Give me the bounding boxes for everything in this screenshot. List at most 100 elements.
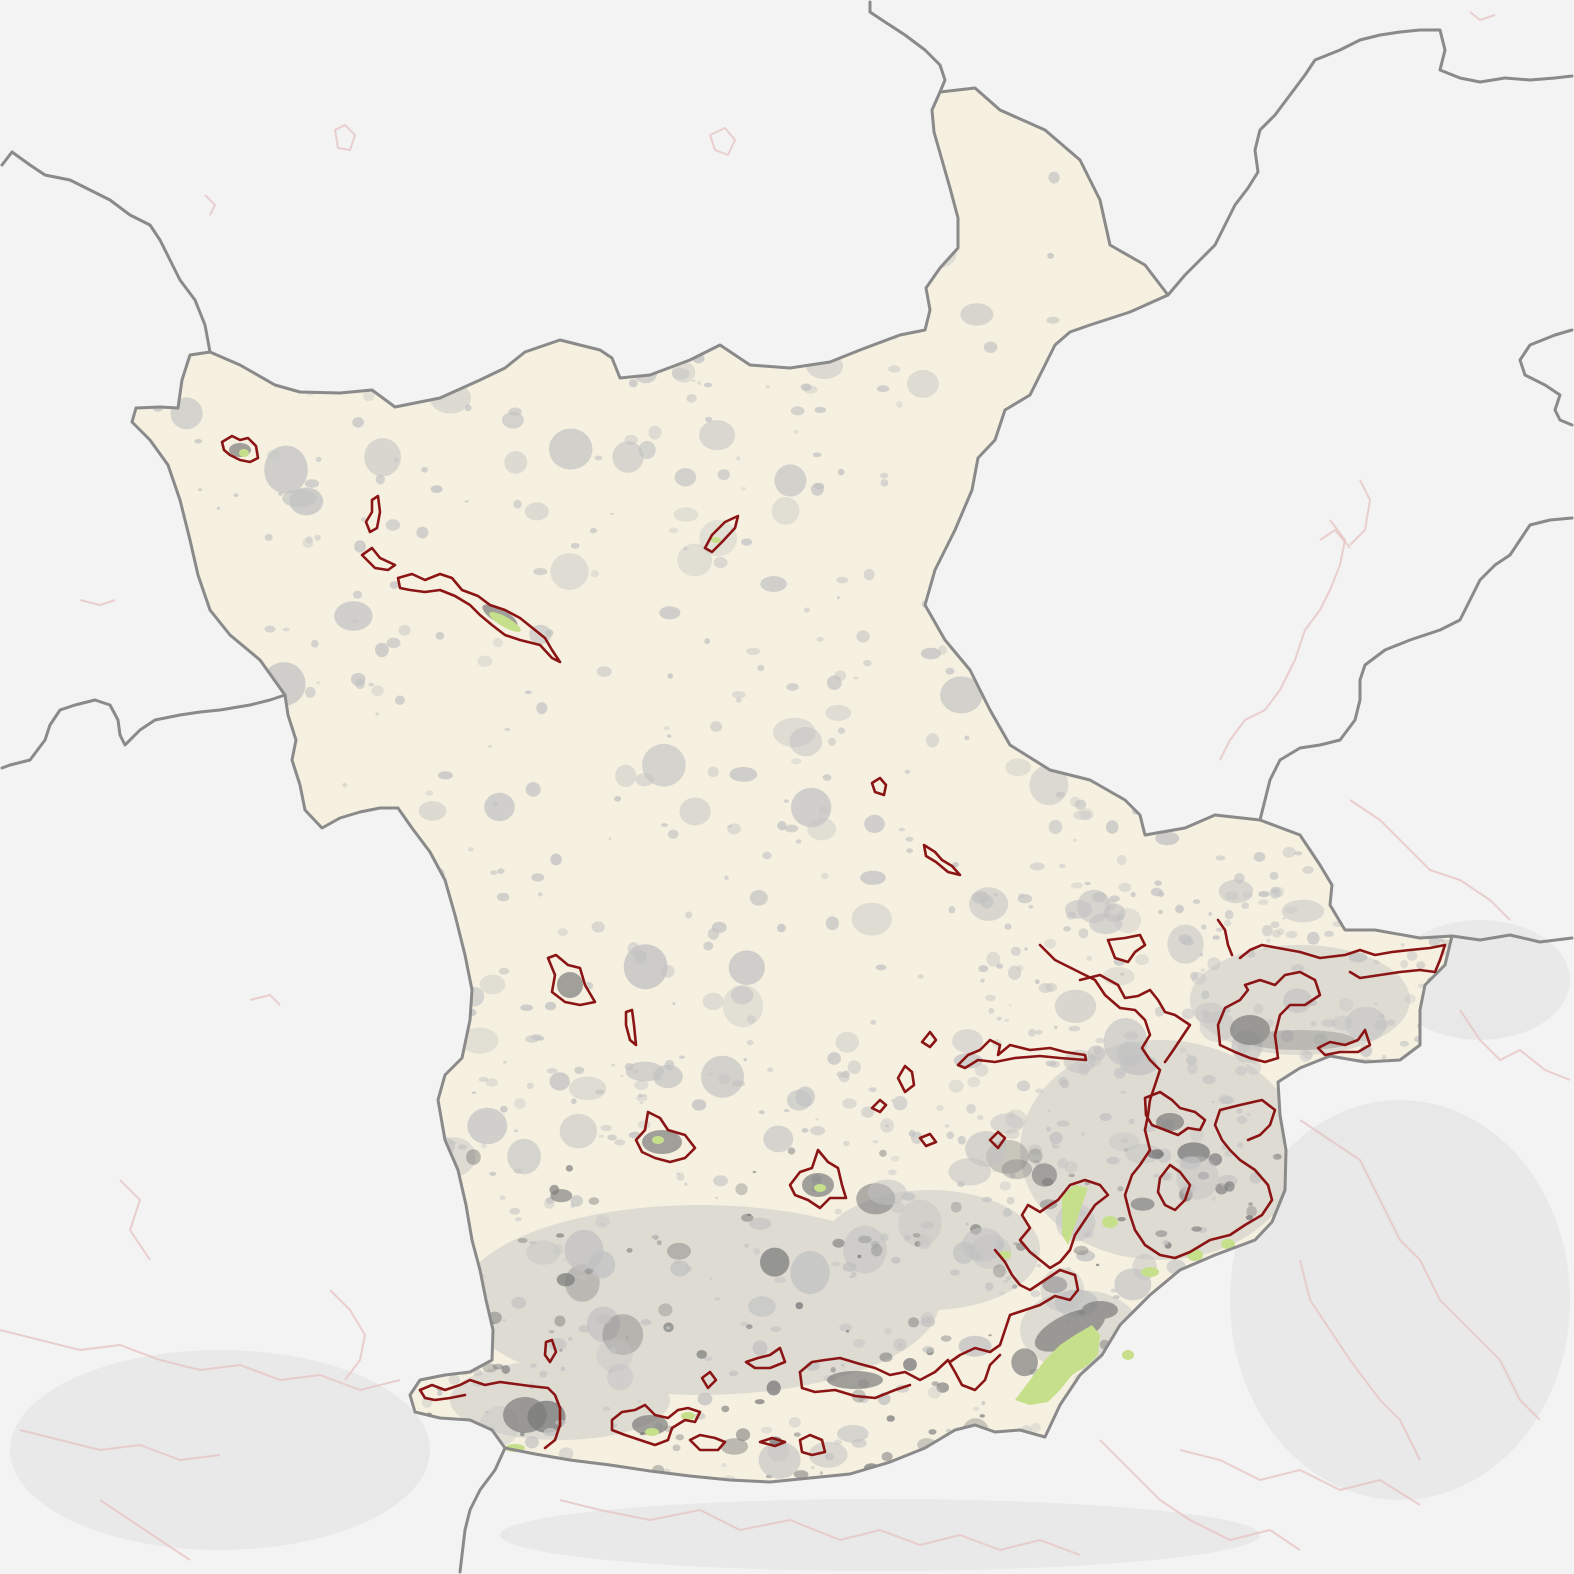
land-cover-patch: [812, 452, 822, 458]
land-cover-patch: [676, 1172, 680, 1175]
land-cover-patch: [872, 1140, 879, 1144]
land-cover-patch: [880, 479, 889, 487]
land-cover-patch: [879, 1149, 887, 1157]
land-cover-patch: [553, 1244, 564, 1256]
land-cover-patch: [1167, 924, 1204, 964]
neighbor-urban-outlines: [0, 11, 1571, 1561]
land-cover-patch: [920, 1221, 934, 1229]
land-cover-patch: [500, 1105, 508, 1113]
land-cover-patch: [591, 1258, 597, 1265]
land-cover-patch: [667, 829, 679, 839]
land-cover-patch: [714, 1196, 719, 1199]
land-cover-patch: [977, 1114, 984, 1121]
land-cover-patch: [497, 868, 505, 874]
admin-boundary-line: [0, 150, 212, 354]
urban-outline: [896, 1064, 916, 1094]
land-cover-patch: [549, 1184, 560, 1195]
land-cover-patch: [578, 1275, 587, 1280]
land-cover-patch: [1120, 1138, 1129, 1143]
land-cover-patch: [448, 1374, 461, 1385]
land-cover-patch: [398, 624, 411, 636]
land-cover-patch: [928, 1429, 937, 1435]
land-cover-patch: [1218, 879, 1254, 904]
land-cover-patch: [735, 1183, 748, 1196]
land-cover-patch: [843, 1140, 850, 1147]
land-cover-patch: [501, 1365, 511, 1374]
land-cover-patch: [557, 928, 568, 936]
land-cover-patch: [558, 1447, 574, 1460]
urban-outline: [922, 843, 962, 877]
land-cover-patch: [1068, 1173, 1075, 1178]
land-cover-patch: [966, 1103, 976, 1114]
land-cover-patch: [1281, 899, 1325, 923]
land-cover-patch: [607, 1134, 617, 1141]
land-cover-patch: [1130, 1197, 1155, 1211]
land-cover-patch: [903, 1358, 917, 1371]
land-cover-patch: [487, 745, 493, 748]
land-cover-patch: [1400, 959, 1409, 969]
land-cover-patch: [752, 1170, 757, 1174]
land-cover-patch: [836, 576, 849, 584]
urban-outline: [610, 1403, 702, 1447]
land-cover-patch: [525, 782, 541, 797]
land-cover-patch: [1157, 909, 1164, 915]
land-cover-patch: [485, 1078, 498, 1087]
land-cover-patch: [464, 500, 469, 503]
land-cover-patch: [671, 361, 696, 383]
land-cover-patch: [1123, 1148, 1129, 1152]
land-cover-patch: [556, 1273, 575, 1287]
admin-boundary-line: [868, 0, 947, 94]
land-cover-patch: [985, 1282, 994, 1291]
urban-outline: [798, 1353, 1002, 1392]
land-cover-patch: [746, 1324, 753, 1330]
land-cover-patch: [696, 1350, 707, 1359]
land-cover-patch: [1017, 894, 1033, 904]
land-cover-patch: [509, 1207, 521, 1215]
land-cover-patch: [770, 1326, 781, 1333]
land-cover-patch: [760, 576, 787, 592]
land-cover-patch: [416, 526, 429, 539]
land-cover-patch: [814, 406, 827, 413]
land-cover-patch: [965, 1222, 969, 1226]
land-cover-patch: [1186, 1055, 1198, 1066]
land-cover-patch: [548, 1330, 555, 1334]
land-cover-patch: [870, 1019, 877, 1025]
land-cover-patch: [950, 1269, 960, 1276]
land-cover-patch: [990, 1113, 1024, 1134]
urban-outline: [870, 776, 888, 797]
land-cover-patch: [746, 1040, 754, 1046]
land-cover-patch: [1005, 1129, 1020, 1139]
land-cover-patch: [484, 1411, 489, 1414]
land-cover-patch: [879, 1352, 893, 1362]
land-cover-patch: [1047, 1109, 1051, 1112]
vegetation-patch: [489, 612, 521, 632]
land-cover-patch: [996, 963, 1003, 969]
land-cover-patch: [1299, 1049, 1313, 1062]
land-cover-patch: [679, 797, 711, 826]
land-cover-patch: [559, 1348, 563, 1352]
land-cover-patch: [1102, 967, 1135, 986]
land-cover-patch: [795, 839, 802, 844]
land-cover-patch: [1246, 1205, 1257, 1218]
urban-core: [557, 972, 583, 998]
land-cover-patch: [1030, 862, 1045, 871]
land-cover-patch: [1110, 1288, 1118, 1293]
land-cover-patch: [1095, 1263, 1100, 1267]
land-cover-patch: [526, 1082, 534, 1090]
vegetation-patch: [652, 1136, 664, 1144]
land-cover-patch: [524, 690, 532, 695]
land-cover-patch: [625, 1061, 664, 1082]
land-cover-patch: [588, 1197, 600, 1205]
land-cover-patch: [1248, 1202, 1253, 1206]
land-cover-patch: [596, 1313, 612, 1324]
land-cover-patch: [814, 482, 825, 490]
land-cover-patch: [1048, 819, 1063, 835]
land-cover-patch: [740, 1321, 749, 1327]
land-cover-patch: [1120, 1090, 1127, 1095]
admin-boundary-line: [0, 693, 287, 770]
land-cover-patch: [549, 1072, 570, 1091]
urban-outline: [1216, 970, 1322, 1064]
land-cover-patch: [514, 1098, 526, 1110]
land-cover-patch: [1266, 938, 1271, 943]
land-cover-patch: [902, 1192, 916, 1201]
